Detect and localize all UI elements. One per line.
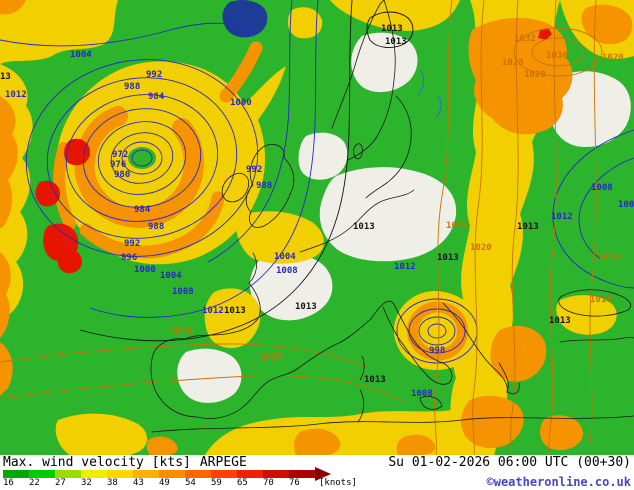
pressure-label: 1004 — [618, 200, 634, 210]
pressure-label: 996 — [121, 253, 137, 263]
pressure-label: 984 — [134, 205, 151, 215]
legend-tick-label: 70 — [263, 478, 274, 488]
pressure-label: 992 — [124, 239, 140, 249]
pressure-label: 13 — [0, 72, 11, 82]
isobar-layer — [0, 0, 634, 364]
pressure-label: 992 — [146, 70, 162, 80]
legend-color-box — [29, 469, 55, 478]
legend-color-box — [3, 469, 29, 478]
legend-tick-label: 76 — [289, 478, 300, 488]
pressure-label: 976 — [110, 160, 126, 170]
legend-color-bar — [3, 466, 357, 481]
pressure-label: 1013 — [385, 37, 407, 47]
legend-color-box — [185, 469, 211, 478]
pressure-label: 1024 — [446, 221, 468, 231]
pressure-label: 1013 — [437, 253, 459, 263]
pressure-label: 1013 — [517, 222, 539, 232]
legend-tick-label: 22 — [29, 478, 40, 488]
pressure-label: 988 — [256, 181, 272, 191]
legend-tick-label: 32 — [81, 478, 92, 488]
pressure-label: 1008 — [411, 389, 433, 399]
legend-color-box — [107, 469, 133, 478]
pressure-label: 1012 — [394, 262, 416, 272]
pressure-label: 1013 — [353, 222, 375, 232]
coastline-layer — [150, 0, 634, 433]
legend-tick-label: 65 — [237, 478, 248, 488]
legend-tick-row: 16 22 27 32 38 43 49 54 59 65 70 76 [knots] — [3, 478, 357, 489]
legend-color-box — [159, 469, 185, 478]
legend-tick-label: 49 — [159, 478, 170, 488]
pressure-label: 1012 — [202, 306, 224, 316]
legend-tick-label: 38 — [107, 478, 118, 488]
pressure-label: 1016 — [170, 327, 192, 337]
pressure-label: 1012 — [5, 90, 27, 100]
pressure-label: 1008 — [591, 183, 613, 193]
pressure-label: 1013 — [295, 302, 317, 312]
pressure-label: 1032 — [514, 34, 536, 44]
legend-scale: 16 22 27 32 38 43 49 54 59 65 70 76 [knots] — [3, 466, 357, 489]
legend-color-box — [81, 469, 107, 478]
pressure-label: 1008 — [172, 287, 194, 297]
pressure-label: 1016 — [590, 295, 612, 305]
pressure-label: 1013 — [364, 375, 386, 385]
pressure-label: 1004 — [70, 50, 92, 60]
pressure-label: 988 — [124, 82, 140, 92]
legend-color-box — [237, 469, 263, 478]
timestamp: Su 01-02-2026 06:00 UTC (00+30) — [388, 455, 631, 470]
pressure-label: 998 — [429, 346, 445, 356]
pressure-label: 1013 — [381, 24, 403, 34]
pressure-label: 1004 — [160, 271, 182, 281]
title-units: [kts] — [151, 455, 191, 470]
legend-arrow — [315, 466, 331, 481]
legend-tick-label: 54 — [185, 478, 196, 488]
pressure-label: 992 — [246, 165, 262, 175]
legend-color-box — [133, 469, 159, 478]
pressure-label: 1013 — [549, 316, 571, 326]
pressure-label: 972 — [112, 150, 128, 160]
contour-layer — [0, 0, 603, 455]
pressure-label: 1000 — [230, 98, 252, 108]
title-product: Max. wind velocity — [3, 455, 144, 470]
pressure-label: 1008 — [276, 266, 298, 276]
title-model: ARPEGE — [199, 455, 247, 470]
pressure-label: 984 — [148, 92, 165, 102]
legend-tick-label: 43 — [133, 478, 144, 488]
pressure-label: 1020 — [524, 70, 546, 80]
legend-color-box — [263, 469, 289, 478]
pressure-label: 1000 — [134, 265, 156, 275]
pressure-label: 1024 — [598, 253, 620, 263]
legend-tick-label: 59 — [211, 478, 222, 488]
pressure-label: 1028 — [502, 58, 524, 68]
pressure-label: 1020 — [260, 352, 282, 362]
pressure-label: 1013 — [224, 306, 246, 316]
pressure-label: 1004 — [274, 252, 296, 262]
legend-color-box — [289, 469, 315, 478]
map-area: 13 1012 1004 992 988 984 972 976 980 1000 992 988 98… — [0, 0, 634, 455]
pressure-label: 1020 — [470, 243, 492, 253]
copyright-link[interactable]: ©weatheronline.co.uk — [486, 475, 632, 489]
legend-tick-label: 16 — [3, 478, 14, 488]
pressure-label: 1012 — [551, 212, 573, 222]
legend-tick-label: 27 — [55, 478, 66, 488]
pressure-label: 1020 — [602, 53, 624, 63]
pressure-label: 1036 — [546, 51, 568, 61]
footer: Max. wind velocity [kts] ARPEGE Su 01-02-… — [0, 455, 634, 490]
legend-color-box — [211, 469, 237, 478]
pressure-label: 988 — [148, 222, 164, 232]
map-title: Max. wind velocity [kts] ARPEGE — [3, 456, 247, 469]
wind-fill-layer — [0, 0, 634, 455]
footer-top-row: Max. wind velocity [kts] ARPEGE Su 01-02-… — [3, 456, 631, 469]
legend-color-box — [55, 469, 81, 478]
pressure-label: 980 — [114, 170, 130, 180]
iceland-landmass — [222, 0, 268, 38]
isobar-1013-layer — [79, 0, 414, 342]
legend-units-label: [knots] — [319, 478, 357, 488]
